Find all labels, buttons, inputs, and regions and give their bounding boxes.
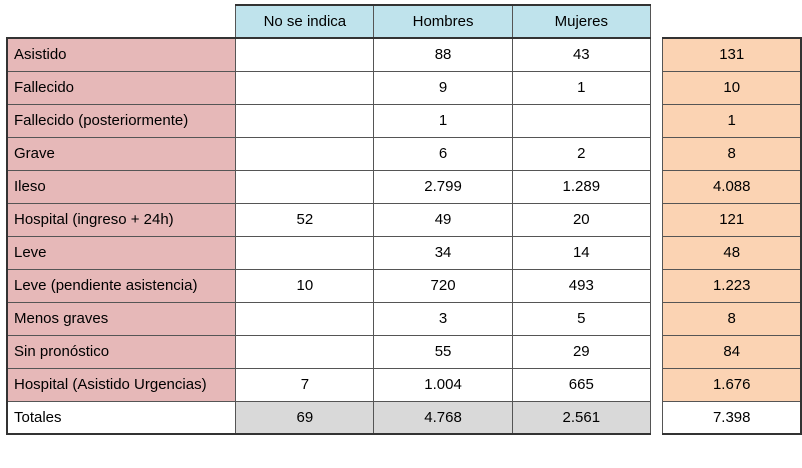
row-label: Menos graves (6, 301, 237, 336)
cell-no-indica (235, 136, 375, 171)
row-label: Leve (pendiente asistencia) (6, 268, 237, 303)
cell-hombres: 9 (373, 70, 513, 105)
cell-hombres: 720 (373, 268, 513, 303)
cell-no-indica: 52 (235, 202, 375, 237)
cell-hombres: 1 (373, 103, 513, 138)
table-row: Menos graves 3 5 8 (6, 301, 802, 336)
row-label: Grave (6, 136, 237, 171)
cell-no-indica (235, 334, 375, 369)
table-row: Sin pronóstico 55 29 84 (6, 334, 802, 369)
cell-total: 1.223 (662, 268, 802, 303)
table-row: Leve (pendiente asistencia) 10 720 493 1.223 (6, 268, 802, 303)
cell-mujeres: 1 (511, 70, 651, 105)
cell-hombres: 49 (373, 202, 513, 237)
cell-hombres: 6 (373, 136, 513, 171)
row-label: Ileso (6, 169, 237, 204)
cell-no-indica: 7 (235, 367, 375, 402)
cell-total: 48 (662, 235, 802, 270)
header-hombres: Hombres (373, 4, 513, 39)
cell-total: 1.676 (662, 367, 802, 402)
cell-no-indica (235, 37, 375, 72)
cell-total: 131 (662, 37, 802, 72)
table-row: Fallecido (posteriormente) 1 1 (6, 103, 802, 138)
row-label: Fallecido (6, 70, 237, 105)
cell-total: 10 (662, 70, 802, 105)
table-row: Grave 6 2 8 (6, 136, 802, 171)
table-row: Ileso 2.799 1.289 4.088 (6, 169, 802, 204)
cell-mujeres (511, 103, 651, 138)
header-no-indica: No se indica (235, 4, 375, 39)
table-row: Asistido 88 43 131 (6, 37, 802, 72)
header-mujeres: Mujeres (511, 4, 651, 39)
cell-mujeres: 29 (511, 334, 651, 369)
row-label: Sin pronóstico (6, 334, 237, 369)
cell-no-indica (235, 103, 375, 138)
row-label: Hospital (Asistido Urgencias) (6, 367, 237, 402)
cell-no-indica (235, 301, 375, 336)
cell-total: 84 (662, 334, 802, 369)
header-total-blank (662, 5, 801, 38)
cell-mujeres: 493 (511, 268, 651, 303)
totals-mujeres: 2.561 (511, 400, 651, 435)
cell-hombres: 88 (373, 37, 513, 72)
header-row: No se indica Hombres Mujeres (7, 4, 801, 39)
totals-row: Totales 69 4.768 2.561 7.398 (6, 400, 802, 435)
cell-hombres: 2.799 (373, 169, 513, 204)
totals-label: Totales (6, 400, 237, 435)
cell-mujeres: 20 (511, 202, 651, 237)
cell-hombres: 34 (373, 235, 513, 270)
row-label: Fallecido (posteriormente) (6, 103, 237, 138)
cell-total: 8 (662, 136, 802, 171)
cell-no-indica (235, 70, 375, 105)
table-row: Leve 34 14 48 (6, 235, 802, 270)
row-label: Leve (6, 235, 237, 270)
table-row: Fallecido 9 1 10 (6, 70, 802, 105)
totals-hombres: 4.768 (373, 400, 513, 435)
cell-no-indica (235, 169, 375, 204)
cell-mujeres: 43 (511, 37, 651, 72)
cell-total: 121 (662, 202, 802, 237)
totals-no-indica: 69 (235, 400, 375, 435)
cell-mujeres: 2 (511, 136, 651, 171)
table-row: Hospital (ingreso + 24h) 52 49 20 121 (6, 202, 802, 237)
injury-table: No se indica Hombres Mujeres Asistido 88 4… (6, 4, 802, 435)
cell-no-indica: 10 (235, 268, 375, 303)
cell-mujeres: 1.289 (511, 169, 651, 204)
cell-mujeres: 14 (511, 235, 651, 270)
cell-mujeres: 5 (511, 301, 651, 336)
header-corner (7, 5, 236, 38)
cell-total: 8 (662, 301, 802, 336)
table-row: Hospital (Asistido Urgencias) 7 1.004 665 1.… (6, 367, 802, 402)
row-label: Asistido (6, 37, 237, 72)
totals-total: 7.398 (662, 400, 802, 435)
cell-mujeres: 665 (511, 367, 651, 402)
cell-total: 4.088 (662, 169, 802, 204)
cell-hombres: 55 (373, 334, 513, 369)
cell-total: 1 (662, 103, 802, 138)
cell-hombres: 1.004 (373, 367, 513, 402)
row-label: Hospital (ingreso + 24h) (6, 202, 237, 237)
cell-no-indica (235, 235, 375, 270)
cell-hombres: 3 (373, 301, 513, 336)
